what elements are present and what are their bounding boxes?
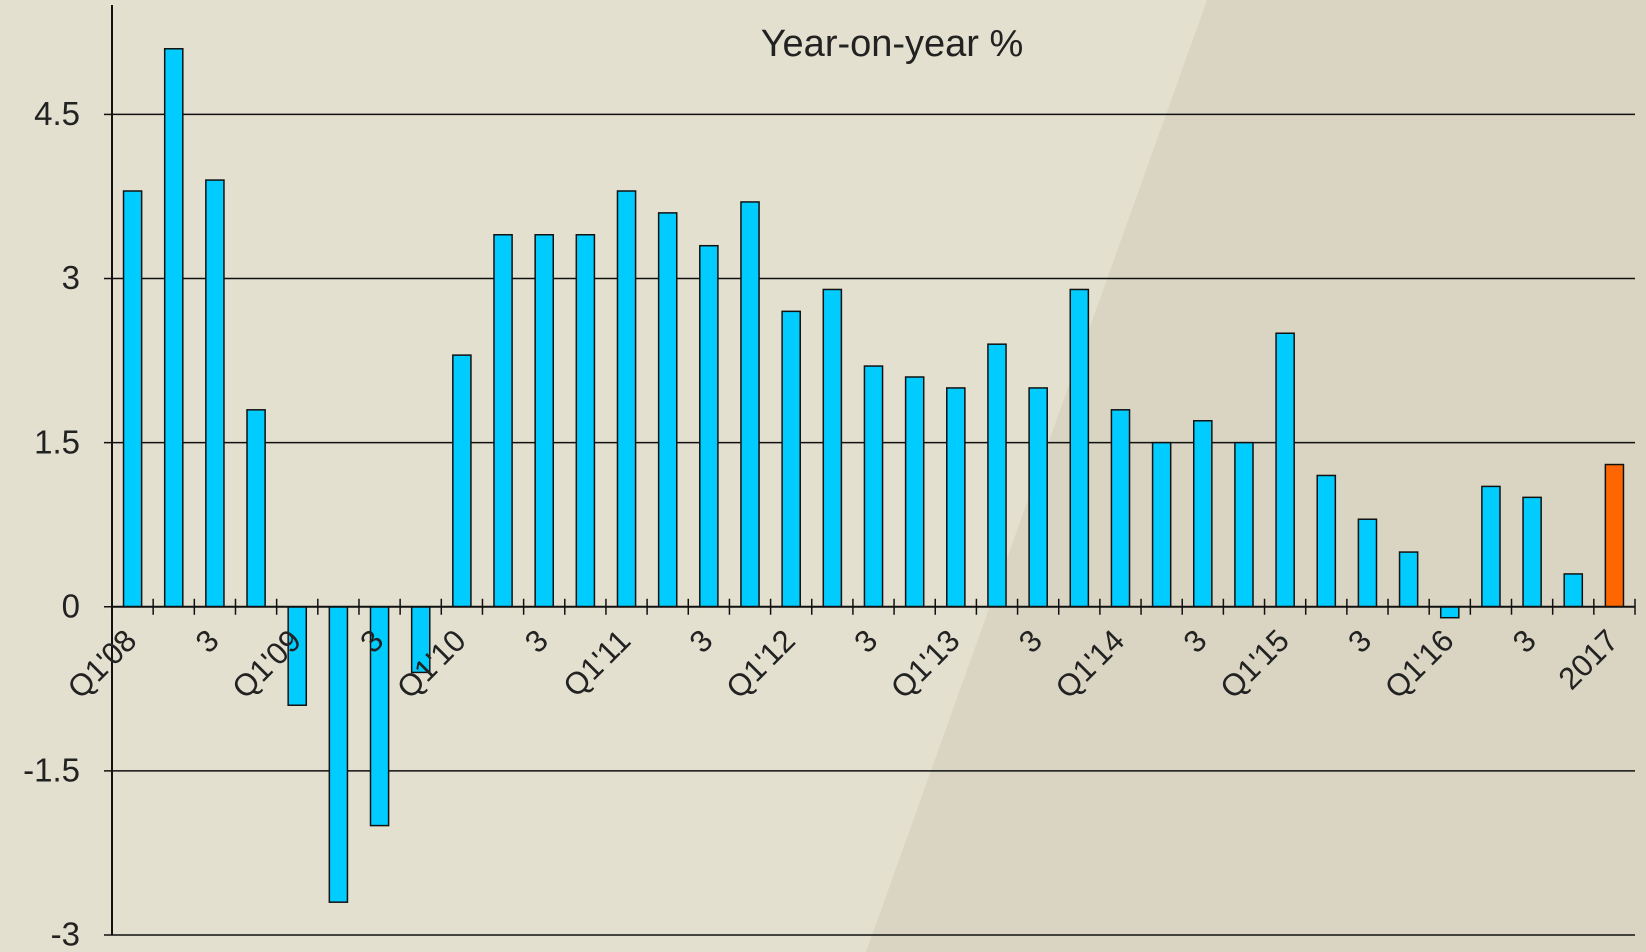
bar [740, 201, 760, 608]
bar [246, 409, 266, 608]
bar [863, 365, 884, 608]
bar [534, 234, 555, 608]
y-tick-label: 1.5 [34, 423, 80, 460]
bar [1398, 551, 1419, 608]
bar [1110, 409, 1131, 608]
bar [493, 234, 513, 608]
bar [781, 310, 801, 608]
bar [575, 234, 596, 608]
bar [616, 190, 637, 608]
bar [1028, 387, 1048, 608]
bar [946, 387, 966, 608]
y-tick-label: -3 [51, 916, 80, 952]
bar [205, 179, 225, 608]
bar [1234, 441, 1254, 608]
bar [328, 606, 349, 903]
bar [452, 354, 472, 608]
bar [163, 48, 184, 608]
bar [1522, 496, 1542, 608]
bar [1481, 485, 1501, 608]
bar [1192, 420, 1213, 608]
bar [987, 343, 1007, 608]
bar [122, 190, 143, 608]
bar [1563, 573, 1584, 608]
bar [1357, 518, 1378, 608]
bar [1151, 441, 1172, 608]
bar [699, 244, 719, 608]
bar [904, 376, 925, 608]
background-shade [866, 0, 1646, 952]
bar [1275, 332, 1295, 608]
bar [1069, 288, 1090, 608]
bar [1439, 606, 1460, 619]
y-tick-label: 0 [62, 587, 80, 624]
bar [822, 288, 843, 608]
bar [1316, 474, 1337, 608]
y-tick-label: 4.5 [34, 95, 80, 132]
bar [657, 212, 678, 608]
bar [1604, 463, 1625, 608]
y-tick-label: -1.5 [23, 752, 80, 789]
chart-title: Year-on-year % [761, 23, 1024, 65]
y-tick-label: 3 [62, 259, 80, 296]
